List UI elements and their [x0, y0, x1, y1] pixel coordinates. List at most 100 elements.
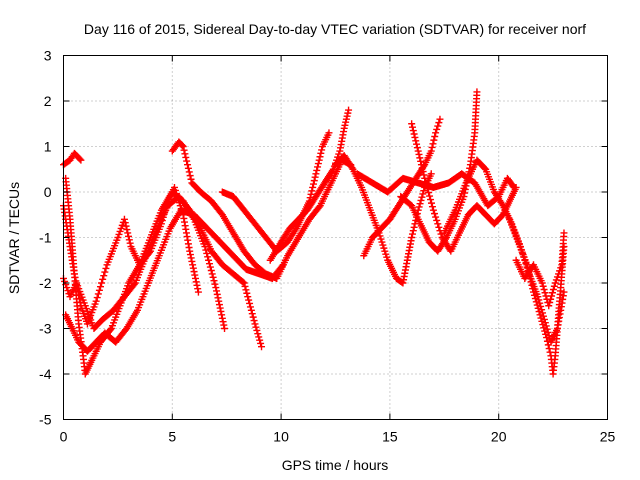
data-point — [206, 263, 214, 271]
data-point — [550, 282, 558, 290]
data-point — [427, 147, 435, 155]
data-point — [473, 88, 481, 96]
data-point — [533, 301, 541, 309]
data-point — [257, 339, 265, 347]
data-point — [184, 161, 192, 169]
data-point — [189, 264, 197, 272]
data-point — [183, 157, 191, 165]
data-point — [218, 314, 226, 322]
data-point — [187, 175, 195, 183]
y-tick-label: 3 — [44, 48, 52, 64]
data-point — [529, 285, 537, 293]
data-point — [92, 297, 100, 305]
data-point — [178, 142, 186, 150]
data-point — [510, 183, 518, 191]
data-point — [114, 234, 122, 241]
data-point — [431, 132, 439, 140]
data-point — [217, 307, 225, 315]
data-point — [427, 196, 435, 204]
data-point — [312, 170, 320, 178]
y-tick-label: -5 — [39, 412, 52, 428]
y-tick-label: 0 — [44, 184, 52, 200]
data-point — [192, 274, 200, 282]
data-point — [186, 172, 194, 180]
data-point — [538, 317, 546, 325]
data-point — [95, 286, 103, 294]
series-track-11 — [397, 88, 481, 255]
data-point — [96, 283, 104, 291]
data-point — [239, 278, 247, 286]
data-point — [213, 290, 221, 298]
data-point — [207, 266, 215, 274]
series-track-13 — [353, 170, 518, 210]
data-point — [534, 304, 542, 312]
data-point — [419, 190, 427, 198]
data-point — [204, 253, 212, 261]
data-point — [420, 171, 428, 179]
data-point — [213, 287, 221, 295]
data-point — [540, 286, 548, 293]
data-point — [543, 334, 551, 342]
x-tick-label: 25 — [600, 429, 616, 445]
axis-tick-labels: 0 5 10 15 20 25 -5 -4 -3 -2 -1 0 1 2 3 — [39, 48, 615, 445]
axis-ticks — [63, 55, 608, 420]
data-point — [215, 297, 223, 305]
data-point — [411, 133, 419, 141]
data-point — [243, 289, 251, 297]
data-point — [429, 140, 437, 148]
data-point — [125, 232, 133, 240]
data-point — [436, 115, 444, 123]
data-point — [106, 326, 114, 334]
data-point — [208, 270, 216, 278]
data-marks — [60, 88, 568, 378]
data-point — [205, 260, 213, 268]
data-point — [308, 187, 316, 195]
data-point — [427, 170, 435, 178]
data-point — [532, 298, 540, 306]
data-point — [250, 317, 258, 325]
data-point — [416, 200, 424, 208]
data-point — [420, 187, 428, 195]
data-point — [311, 173, 319, 181]
data-point — [215, 301, 223, 309]
data-point — [560, 288, 568, 296]
data-point — [254, 330, 262, 338]
data-point — [560, 229, 568, 237]
data-point — [541, 289, 549, 297]
data-point — [258, 343, 266, 351]
data-point — [249, 313, 257, 321]
data-point — [408, 234, 416, 241]
data-point — [64, 287, 72, 295]
data-point — [428, 143, 436, 151]
data-point — [548, 292, 556, 300]
data-point — [61, 277, 69, 285]
data-point — [409, 227, 417, 235]
y-tick-label: -3 — [39, 321, 52, 337]
data-point — [187, 254, 195, 262]
data-point — [418, 193, 426, 201]
data-point — [241, 282, 249, 290]
data-point — [549, 286, 557, 293]
data-point — [246, 299, 254, 307]
data-point — [93, 294, 101, 302]
data-point — [184, 164, 192, 172]
data-point — [546, 299, 554, 306]
data-point — [115, 230, 123, 238]
data-point — [125, 236, 133, 244]
data-point — [410, 130, 418, 138]
data-point — [430, 136, 438, 144]
series-track-12 — [408, 120, 520, 255]
data-point — [542, 330, 550, 338]
y-tick-label: -1 — [39, 230, 52, 246]
data-point — [99, 275, 107, 283]
data-point — [435, 119, 443, 127]
data-point — [316, 153, 324, 161]
x-tick-label: 15 — [382, 429, 398, 445]
data-point — [202, 246, 210, 254]
data-point — [379, 241, 387, 249]
chart-title: Day 116 of 2015, Sidereal Day-to-day VTE… — [84, 21, 586, 37]
data-point — [415, 150, 423, 158]
data-point — [417, 161, 425, 169]
data-point — [421, 174, 429, 182]
